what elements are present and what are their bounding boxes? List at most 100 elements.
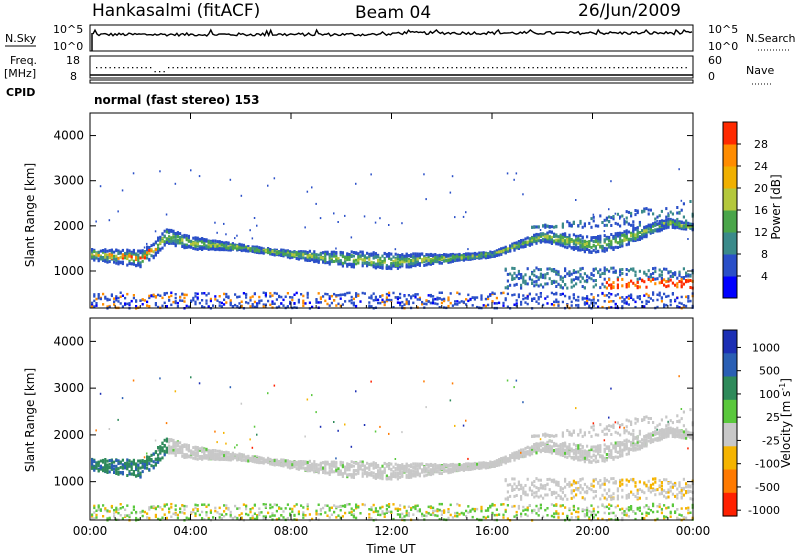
- echo-cell: [143, 461, 146, 465]
- echo-cell: [262, 303, 265, 306]
- echo-cell: [348, 503, 351, 506]
- echo-cell: [515, 302, 518, 305]
- echo-cell: [311, 394, 313, 397]
- echo-cell: [209, 511, 212, 514]
- echo-cell: [201, 503, 204, 506]
- echo-cell: [124, 256, 127, 260]
- echo-cell: [119, 503, 122, 506]
- echo-cell: [504, 246, 507, 250]
- echo-cell: [627, 269, 630, 273]
- echo-cell: [517, 295, 520, 299]
- echo-cell: [108, 459, 111, 462]
- echo-cell: [238, 295, 241, 298]
- echo-cell: [130, 511, 133, 515]
- echo-cell: [608, 278, 611, 282]
- echo-cell: [526, 236, 529, 240]
- echo-cell: [377, 253, 380, 257]
- echo-cell: [594, 279, 597, 282]
- echo-cell: [621, 284, 624, 288]
- echo-cell: [328, 466, 331, 470]
- echo-cell: [399, 466, 402, 470]
- echo-cell: [401, 222, 403, 225]
- echo-cell: [623, 222, 626, 226]
- echo-cell: [183, 300, 186, 303]
- echo-cell: [564, 242, 567, 246]
- echo-cell: [462, 258, 465, 262]
- echo-cell: [678, 280, 681, 283]
- echo-cell: [286, 460, 289, 464]
- echo-cell: [229, 514, 232, 517]
- echo-cell: [625, 285, 628, 289]
- echo-cell: [603, 239, 606, 243]
- echo-cell: [471, 304, 474, 307]
- echo-cell: [150, 464, 153, 468]
- echo-cell: [561, 300, 564, 304]
- echo-cell: [117, 418, 119, 421]
- echo-cell: [381, 298, 384, 302]
- echo-cell: [328, 304, 331, 307]
- echo-cell: [643, 232, 646, 236]
- echo-cell: [196, 297, 199, 301]
- echo-cell: [506, 247, 509, 251]
- echo-cell: [352, 265, 355, 269]
- echo-cell: [253, 217, 256, 219]
- echo-cell: [242, 458, 245, 462]
- echo-cell: [680, 208, 683, 212]
- echo-cell: [350, 250, 353, 254]
- echo-cell: [117, 260, 120, 264]
- freq-dot: [424, 67, 426, 69]
- echo-cell: [568, 271, 571, 275]
- echo-cell: [632, 239, 635, 243]
- echo-cell: [297, 462, 300, 466]
- echo-cell: [636, 280, 639, 284]
- echo-cell: [304, 462, 307, 466]
- echo-cell: [374, 430, 377, 433]
- echo-cell: [278, 463, 281, 467]
- echo-cell: [652, 293, 655, 296]
- echo-cell: [586, 242, 589, 246]
- echo-cell: [311, 462, 314, 466]
- echo-cell: [614, 239, 617, 243]
- echo-cell: [368, 257, 371, 261]
- echo-cell: [674, 273, 677, 277]
- echo-cell: [594, 236, 597, 239]
- echo-cell: [93, 305, 96, 308]
- echo-cell: [225, 246, 228, 250]
- echo-cell: [157, 236, 160, 240]
- echo-cell: [370, 380, 372, 383]
- echo-cell: [504, 251, 507, 255]
- echo-cell: [225, 295, 228, 299]
- echo-cell: [660, 296, 663, 299]
- echo-cell: [374, 295, 377, 299]
- echo-cell: [414, 254, 417, 258]
- echo-cell: [546, 282, 549, 286]
- echo-cell: [614, 221, 617, 225]
- echo-cell: [388, 475, 391, 479]
- echo-cell: [377, 513, 380, 516]
- echo-cell: [537, 225, 540, 229]
- echo-cell: [194, 300, 197, 304]
- echo-cell: [97, 468, 100, 472]
- echo-cell: [146, 253, 149, 257]
- echo-cell: [588, 306, 591, 309]
- echo-cell: [159, 170, 161, 173]
- echo-cell: [335, 251, 338, 254]
- echo-cell: [568, 222, 571, 226]
- echo-cell: [240, 246, 243, 250]
- echo-cell: [416, 298, 419, 301]
- echo-cell: [526, 242, 529, 246]
- echo-cell: [297, 257, 300, 261]
- echo-cell: [130, 468, 133, 471]
- echo-cell: [368, 518, 371, 521]
- echo-cell: [575, 282, 578, 286]
- echo-cell: [399, 254, 402, 258]
- echo-cell: [229, 243, 232, 247]
- echo-cell: [165, 447, 168, 451]
- echo-cell: [194, 302, 197, 306]
- echo-cell: [575, 243, 578, 247]
- echo-cell: [649, 223, 652, 227]
- freq-dot: [492, 67, 494, 69]
- echo-cell: [520, 242, 522, 245]
- echo-cell: [97, 253, 100, 257]
